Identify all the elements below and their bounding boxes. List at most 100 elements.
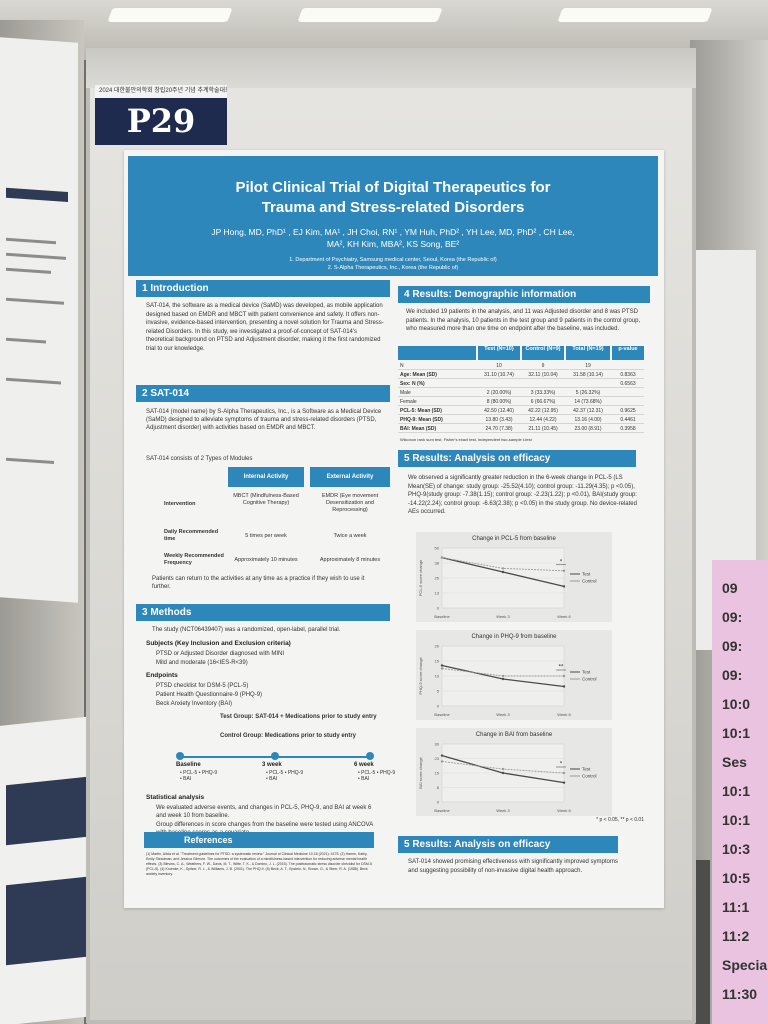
- demo-table-row: Male 2 (20.00%) 3 (33.33%) 5 (26.32%): [398, 389, 644, 397]
- demo-table-row: Age: Mean (SD) 31.10 (10.74) 32.11 (10.04)…: [398, 371, 644, 379]
- timeline-items: • PCL-5 • PHQ-9 • BAI: [358, 770, 396, 782]
- demo-table-cell: 0.8363: [620, 372, 636, 378]
- demo-table-cell: 0.9625: [620, 408, 636, 414]
- demo-table-cell: 23.00 (8.91): [574, 426, 602, 432]
- methods-endpoint-item: PTSD checklist for DSM-5 (PCL-5): [156, 683, 249, 689]
- chart-significance-label: **: [559, 665, 564, 671]
- demo-table-cell: 42.50 (12.40): [484, 408, 514, 414]
- timeline-dot: [176, 752, 184, 760]
- modules-col-external: External Activity: [310, 467, 390, 487]
- section-references-heading: References: [144, 832, 374, 848]
- schedule-time: 10:1: [722, 812, 751, 828]
- demo-table-cell: 10: [496, 363, 502, 369]
- demo-table-cell: 42.37 (12.31): [573, 408, 603, 414]
- bai-chart: 0 8 15 23 30 BAI score change Baseline Week 3 We…: [416, 728, 612, 816]
- demo-table-cell: 8 (80.00%): [486, 399, 512, 405]
- schedule-sign: 09 09: 09: 09: 10:0 10:1 Ses 10:1 10:1 10:3 10:5 11…: [712, 560, 768, 1024]
- chart-x-tick-label: Week 6: [557, 712, 571, 717]
- chart-legend-label: Test: [582, 572, 591, 577]
- chart-legend-label: Test: [582, 767, 591, 772]
- chart-point-control: [562, 569, 566, 572]
- modules-row: Daily Recommended time 5 times per week …: [164, 529, 390, 549]
- phq9-chart-svg: 0 5 10 15 20 PHQ-9 score change Baseline Week 3…: [418, 644, 597, 718]
- demo-table-cell: 19: [585, 363, 591, 369]
- demo-table-header: Control (N=9): [522, 346, 564, 360]
- chart-point-test: [501, 570, 505, 574]
- affiliation-1: 1. Department of Psychiatry, Samsung med…: [289, 257, 497, 263]
- chart-y-tick-label: 8: [437, 785, 440, 790]
- chart-legend-label: Control: [582, 579, 597, 584]
- modules-row-label: Intervention: [164, 501, 196, 507]
- timeline-label: 3 week: [262, 762, 282, 768]
- schedule-time: 10:5: [722, 870, 751, 886]
- methods-endpoint-item: Patient Health Questionnaire-9 (PHQ-9): [156, 692, 263, 698]
- sat014-note: Patients can return to the activities at…: [152, 576, 365, 590]
- chart-significance-label: *: [560, 762, 563, 768]
- demo-table-cell: 3 (33.33%): [530, 390, 556, 396]
- research-poster: Pilot Clinical Trial of Digital Therapeu…: [124, 150, 664, 908]
- timeline-items: • PCL-5 • PHQ-9 • BAI: [180, 770, 218, 782]
- demo-table-footnote: Wilcoxon rank sum test, Fisher's exact t…: [400, 437, 532, 442]
- chart-y-tick-label: 10: [435, 674, 440, 679]
- demo-table-cell: 42.22 (12.95): [528, 408, 558, 414]
- references-text: (1) Martin, Alicia et al. "Treatment gui…: [146, 852, 372, 876]
- chart-point-control: [501, 567, 505, 570]
- chart-legend-label: Control: [582, 774, 597, 779]
- phq9-chart-title: Change in PHQ-9 from baseline: [471, 634, 557, 640]
- chart-point-test: [501, 771, 505, 775]
- methods-subjects-item: Mild and moderate (16<IES-R<39): [156, 660, 248, 666]
- chart-y-tick-label: 30: [435, 742, 440, 747]
- demo-table-cell: 5 (26.32%): [575, 390, 601, 396]
- modules-cell: EMDR (Eye movement Desensitization and R…: [321, 493, 379, 513]
- demo-table-row: PCL-5: Mean (SD) 42.50 (12.40) 42.22 (12.9…: [398, 407, 644, 415]
- chart-y-tick-label: 20: [435, 644, 440, 649]
- schedule-time: 10:1: [722, 783, 751, 799]
- demo-table-header: p-value: [612, 346, 644, 360]
- demo-table-cell: 12.44 (4.22): [529, 417, 557, 423]
- chart-point-control: [501, 767, 505, 771]
- poster-id-subtitle: 2024 대한불안의학회 창립20주년 기념 추계학술대회: [95, 85, 227, 98]
- title-line-1: Pilot Clinical Trial of Digital Therapeu…: [235, 179, 551, 196]
- section-methods-heading: 3 Methods: [136, 604, 390, 621]
- chart-legend-label: Test: [582, 670, 591, 675]
- authors-line-2: MA², KH Kim, MBA², KS Song, BE²: [326, 239, 460, 249]
- sat014-description: SAT-014 (model name) by S-Alpha Therapeu…: [146, 409, 382, 431]
- affiliations: 1. Department of Psychiatry, Samsung med…: [168, 256, 618, 272]
- modules-cell: MBCT (Mindfulness-Based Cognitive Therap…: [233, 493, 299, 506]
- chart-y-tick-label: 23: [435, 756, 440, 761]
- demo-table-row: PHQ-9: Mean (SD) 13.80 (3.43) 12.44 (4.22)…: [398, 416, 644, 424]
- demo-table-row: Female 8 (80.00%) 6 (66.67%) 14 (73.68%): [398, 398, 644, 406]
- timeline-items: • PCL-5 • PHQ-9 • BAI: [266, 770, 304, 782]
- demo-table-cell: 13.80 (3.43): [485, 417, 513, 423]
- phq9-chart: 0 5 10 15 20 PHQ-9 score change Baseline Week 3…: [416, 630, 612, 720]
- modules-row-label: Daily Recommended time: [164, 529, 219, 542]
- schedule-time: 11:2: [722, 928, 750, 944]
- authors: JP Hong, MD, PhD¹ , EJ Kim, MA¹ , JH Cho…: [168, 226, 618, 250]
- chart-x-tick-label: Week 6: [557, 808, 571, 813]
- demo-table-cell: 13.16 (4.00): [574, 417, 602, 423]
- modules-cell: Approximately 10 minutes: [234, 557, 298, 563]
- demo-table-cell: 14 (73.68%): [574, 399, 602, 405]
- timeline-dot: [366, 752, 374, 760]
- demo-table-cell: 0.4461: [620, 417, 636, 423]
- schedule-time: 09:: [722, 667, 743, 683]
- section-sat014-heading: 2 SAT-014: [136, 385, 390, 402]
- chart-y-tick-label: 0: [437, 704, 440, 709]
- demo-table-cell: Sex: N (%): [400, 381, 425, 387]
- demo-table-cell: Male: [400, 390, 411, 396]
- chart-point-test: [562, 585, 566, 588]
- chart-y-tick-label: 38: [435, 561, 440, 566]
- demo-table-cell: 32.11 (10.04): [528, 372, 558, 378]
- chart-y-tick-label: 13: [435, 591, 440, 596]
- chart-y-tick-label: 15: [435, 771, 440, 776]
- chart-x-tick-label: Week 6: [557, 614, 571, 619]
- modules-cell: Twice a week: [333, 533, 367, 539]
- chart-point-test: [440, 664, 444, 667]
- sat014-modules-intro: SAT-014 consists of 2 Types of Modules: [146, 456, 253, 462]
- methods-control-group: Control Group: Medications prior to stud…: [220, 733, 357, 739]
- poster-id-tag: 2024 대한불안의학회 창립20주년 기념 추계학술대회 P29: [95, 85, 227, 147]
- demo-table-cell: PHQ-9: Mean (SD): [400, 417, 443, 423]
- chart-x-tick-label: Week 3: [496, 614, 510, 619]
- demo-table-cell: 0.3958: [620, 426, 636, 432]
- title-line-2: Trauma and Stress-related Disorders: [261, 199, 525, 216]
